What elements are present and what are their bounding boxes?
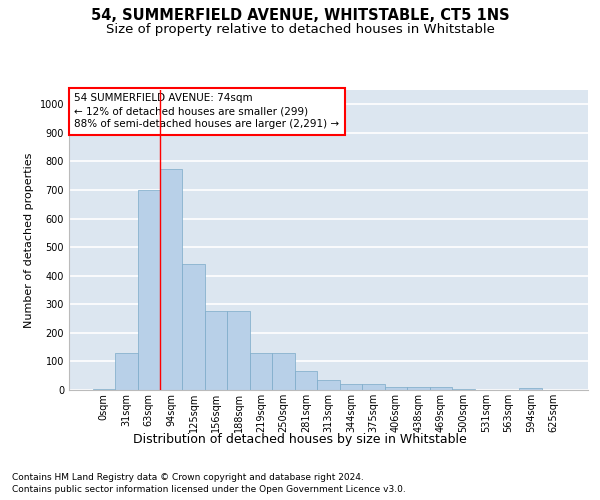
Bar: [362, 384, 385, 390]
Bar: [272, 353, 295, 390]
Bar: [92, 388, 115, 390]
Bar: [317, 380, 340, 390]
Text: 54, SUMMERFIELD AVENUE, WHITSTABLE, CT5 1NS: 54, SUMMERFIELD AVENUE, WHITSTABLE, CT5 …: [91, 8, 509, 22]
Bar: [385, 387, 407, 390]
Text: Contains public sector information licensed under the Open Government Licence v3: Contains public sector information licen…: [12, 485, 406, 494]
Bar: [250, 353, 272, 390]
Bar: [452, 388, 475, 390]
Bar: [430, 387, 452, 390]
Text: 54 SUMMERFIELD AVENUE: 74sqm
← 12% of detached houses are smaller (299)
88% of s: 54 SUMMERFIELD AVENUE: 74sqm ← 12% of de…: [74, 93, 340, 130]
Bar: [137, 190, 160, 390]
Bar: [205, 312, 227, 390]
Bar: [340, 384, 362, 390]
Text: Distribution of detached houses by size in Whitstable: Distribution of detached houses by size …: [133, 432, 467, 446]
Bar: [160, 168, 182, 390]
Y-axis label: Number of detached properties: Number of detached properties: [24, 152, 34, 328]
Bar: [115, 354, 137, 390]
Bar: [295, 370, 317, 390]
Text: Contains HM Land Registry data © Crown copyright and database right 2024.: Contains HM Land Registry data © Crown c…: [12, 472, 364, 482]
Bar: [520, 388, 542, 390]
Text: Size of property relative to detached houses in Whitstable: Size of property relative to detached ho…: [106, 22, 494, 36]
Bar: [227, 312, 250, 390]
Bar: [407, 387, 430, 390]
Bar: [182, 264, 205, 390]
